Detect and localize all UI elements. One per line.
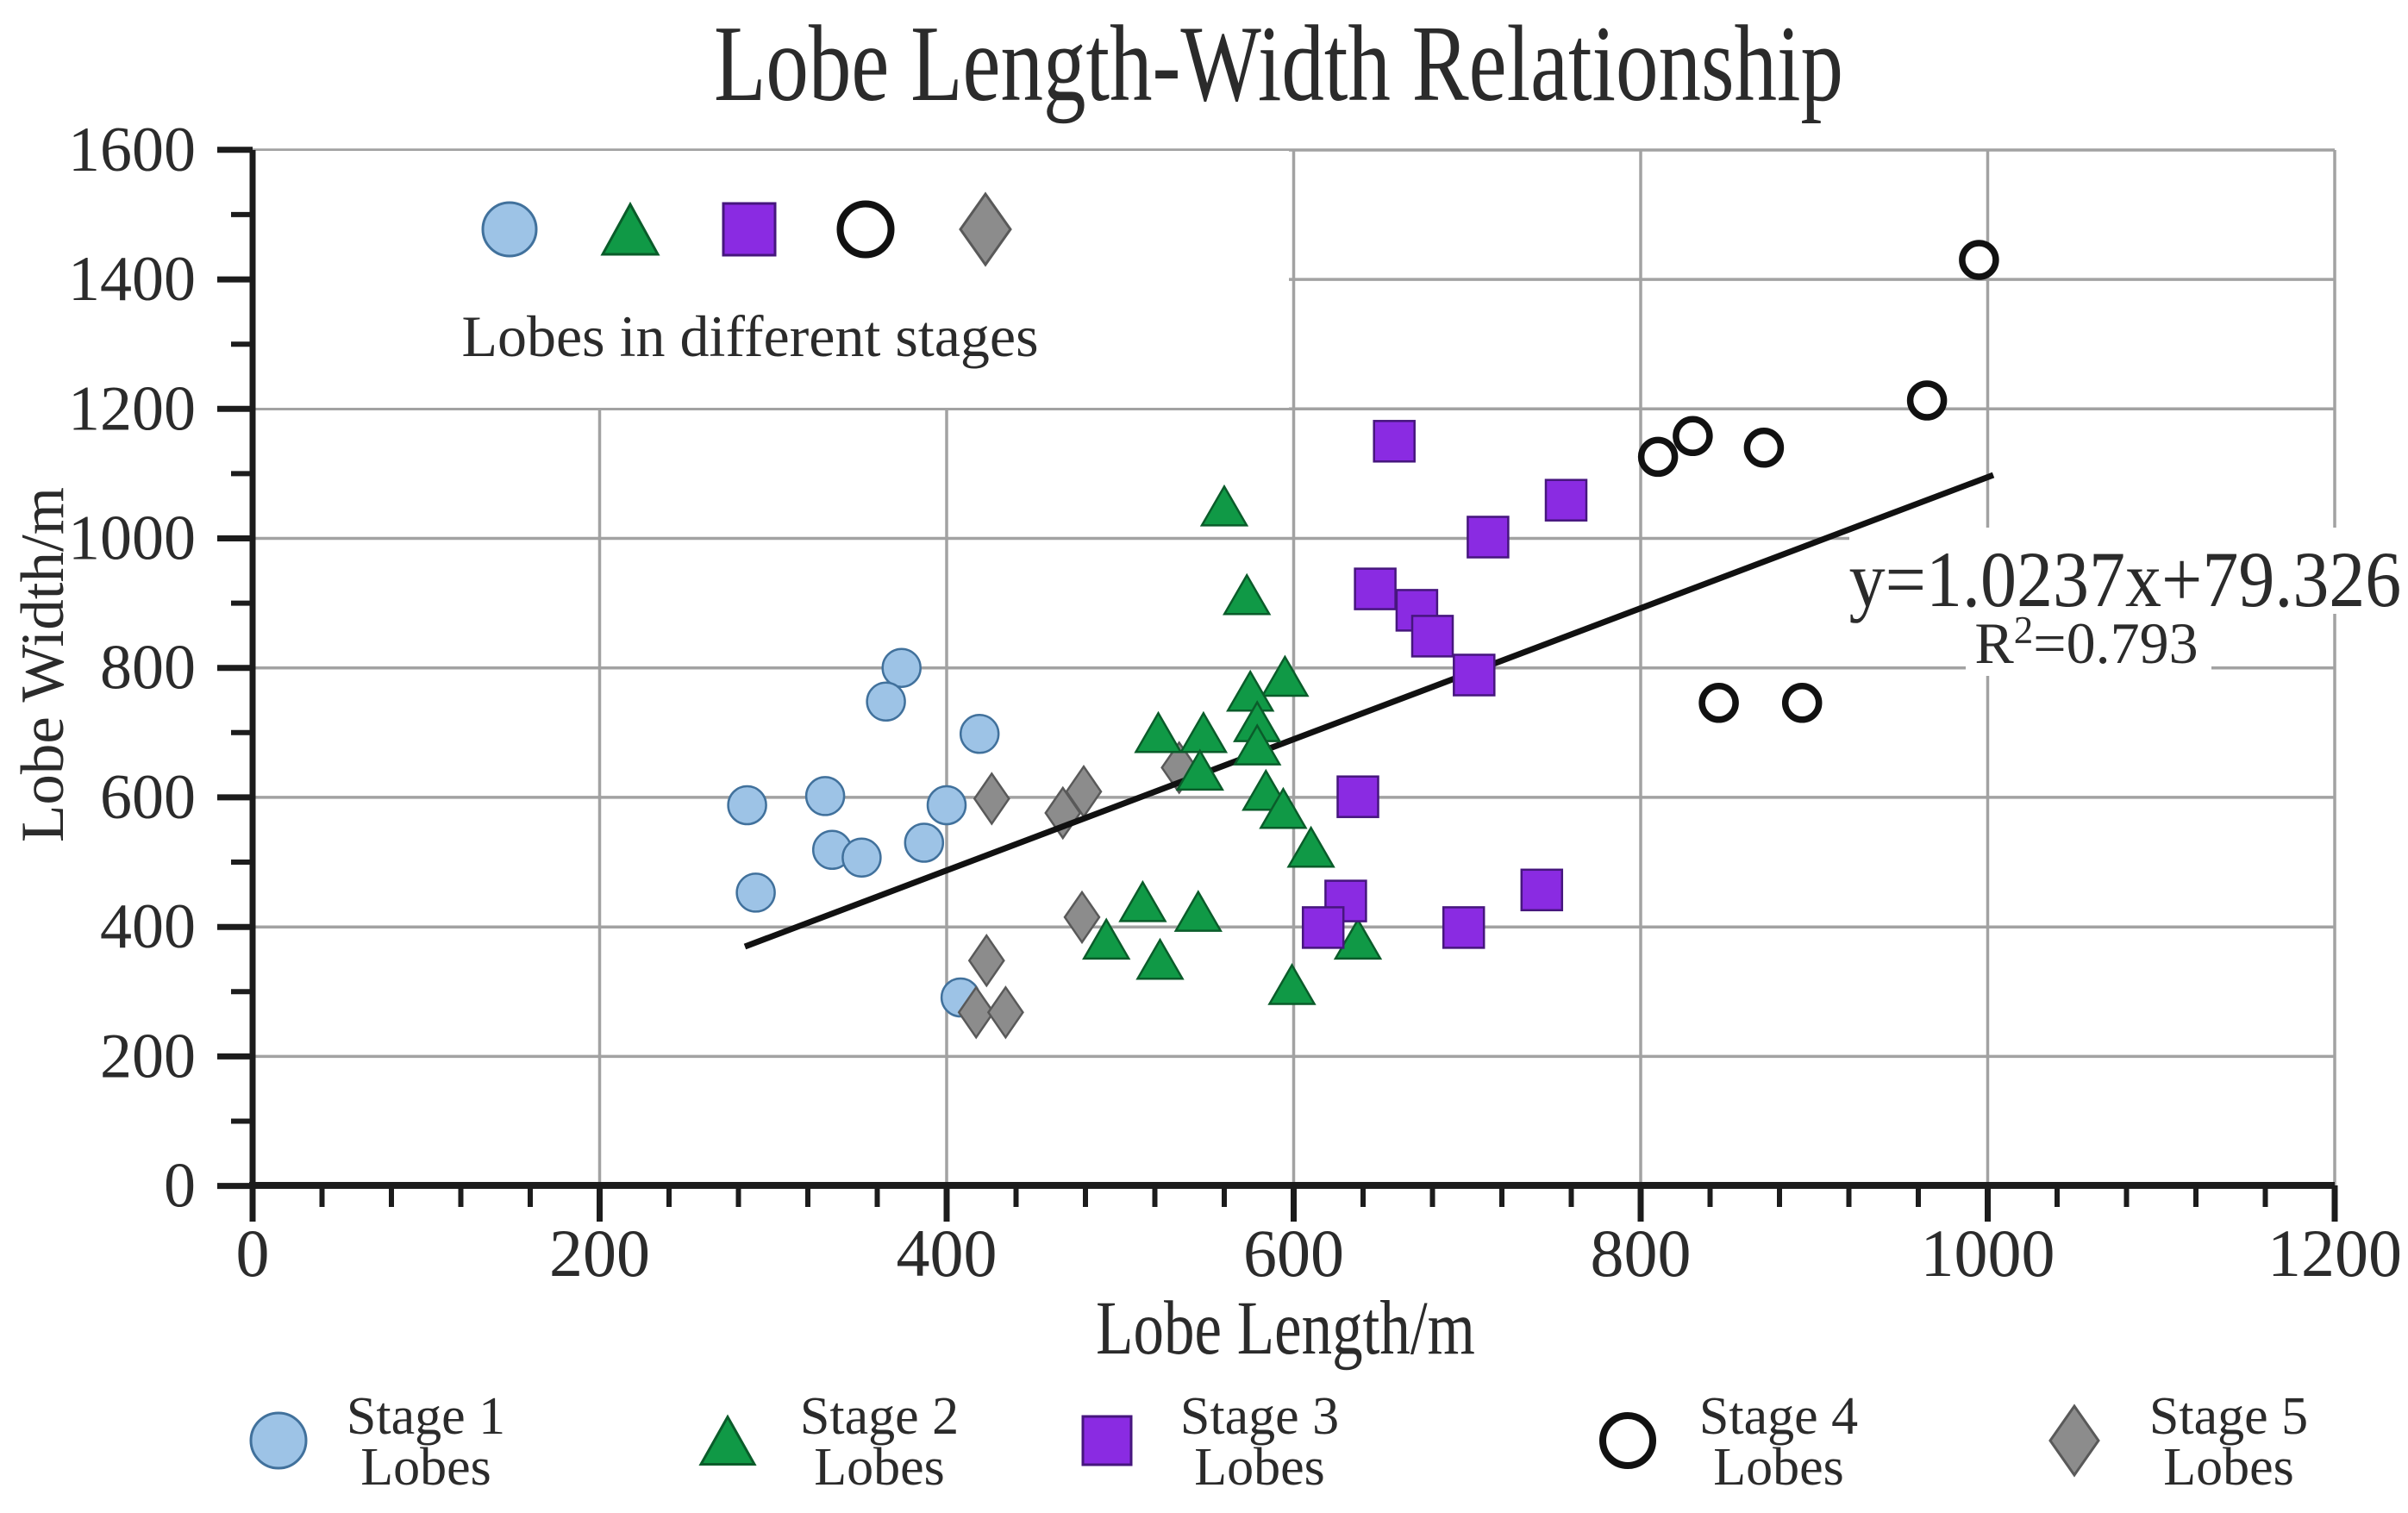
svg-text:Lobes: Lobes bbox=[360, 1438, 491, 1497]
svg-text:Lobe Length-Width Relationship: Lobe Length-Width Relationship bbox=[714, 4, 1843, 124]
svg-text:1200: 1200 bbox=[2267, 1216, 2402, 1291]
svg-text:1400: 1400 bbox=[68, 244, 196, 315]
svg-text:Lobe Length/m: Lobe Length/m bbox=[1096, 1286, 1475, 1371]
svg-text:400: 400 bbox=[897, 1216, 998, 1291]
svg-text:Lobes: Lobes bbox=[1194, 1438, 1325, 1497]
svg-text:0: 0 bbox=[236, 1216, 270, 1291]
svg-text:Lobes: Lobes bbox=[2163, 1438, 2294, 1497]
svg-text:Lobes in different stages: Lobes in different stages bbox=[461, 303, 1038, 369]
svg-text:Stage 4: Stage 4 bbox=[1699, 1387, 1858, 1446]
svg-text:1600: 1600 bbox=[68, 115, 196, 185]
svg-text:Stage 1: Stage 1 bbox=[347, 1387, 505, 1446]
svg-text:Lobes: Lobes bbox=[1713, 1438, 1844, 1497]
svg-text:Stage 2: Stage 2 bbox=[800, 1387, 959, 1446]
svg-text:Lobes: Lobes bbox=[814, 1438, 945, 1497]
svg-text:Lobe Width/m: Lobe Width/m bbox=[9, 487, 77, 842]
svg-text:400: 400 bbox=[100, 891, 196, 962]
svg-text:1000: 1000 bbox=[68, 503, 196, 574]
svg-text:200: 200 bbox=[100, 1021, 196, 1091]
svg-text:Stage 3: Stage 3 bbox=[1180, 1387, 1339, 1446]
svg-text:Stage 5: Stage 5 bbox=[2149, 1387, 2308, 1446]
svg-text:200: 200 bbox=[549, 1216, 650, 1291]
svg-text:800: 800 bbox=[100, 633, 196, 703]
svg-text:600: 600 bbox=[1243, 1216, 1344, 1291]
svg-text:600: 600 bbox=[100, 762, 196, 833]
svg-text:R2=0.793: R2=0.793 bbox=[1974, 609, 2198, 676]
svg-text:1000: 1000 bbox=[1921, 1216, 2055, 1291]
svg-text:y=1.0237x+79.326: y=1.0237x+79.326 bbox=[1849, 535, 2402, 624]
svg-text:1200: 1200 bbox=[68, 373, 196, 444]
svg-text:800: 800 bbox=[1591, 1216, 1692, 1291]
svg-text:0: 0 bbox=[164, 1151, 196, 1222]
